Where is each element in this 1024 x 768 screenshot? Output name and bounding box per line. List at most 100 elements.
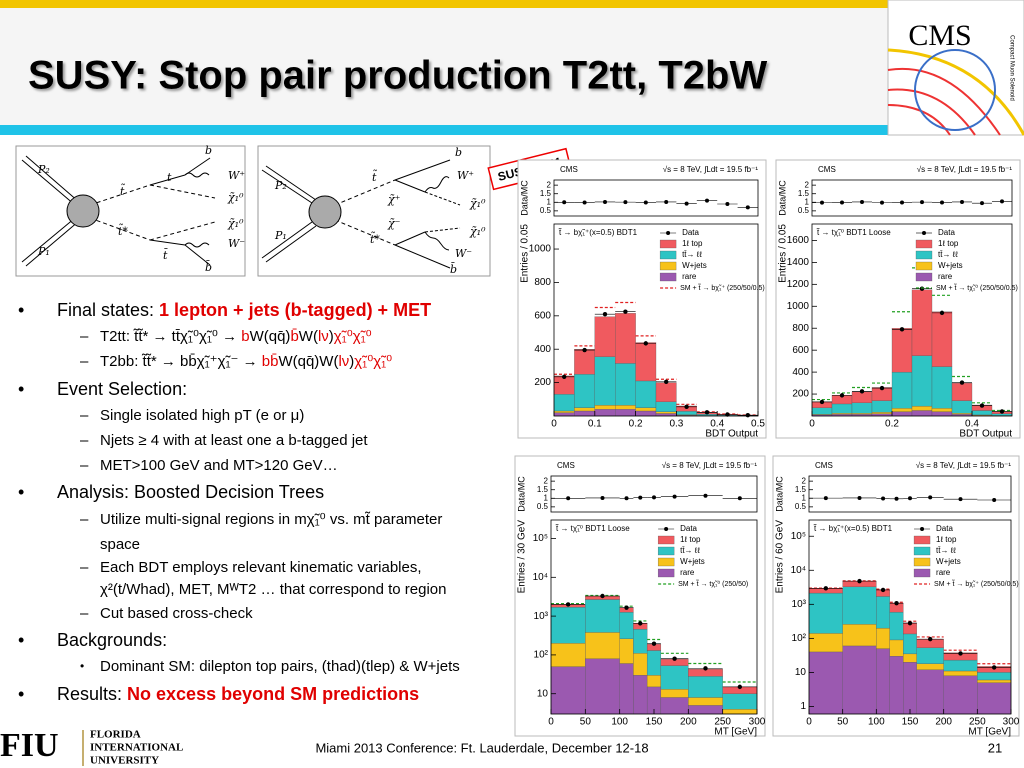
bullet-marker: • [80,659,84,673]
stack-segment [594,409,616,417]
stack-segment [911,405,933,411]
legend-label: rare [938,272,953,281]
data-point [899,327,905,332]
legend-label: W+jets [938,261,963,270]
y-tick-label: 200 [534,377,551,388]
diagram-label: χ̃⁺ [387,193,401,206]
bullet-marker: – [80,407,89,424]
stack-segment [876,627,890,649]
ratio-tick-label: 1.5 [537,485,549,494]
stack-segment [808,651,843,715]
stack-segment [903,662,917,715]
bullet-marker: – [80,353,89,370]
y-tick-label: 10⁵ [533,533,548,544]
diagram-label: χ̃₁⁰ [469,225,486,238]
y-tick-label: 10⁴ [533,572,548,583]
plot: CMS √s = 8 TeV, ∫Ldt = 19.5 fb⁻¹11010²10³… [772,455,1020,738]
stack-segment [594,316,616,357]
legend-label: W+jets [680,557,705,566]
ratio-point [745,205,750,210]
diagram-label: χ̃⁻ [387,217,401,230]
bullet-segment: MET>100 GeV and MT>120 GeV… [100,457,338,474]
ratio-tick-label: 0.5 [537,502,549,511]
stack-segment [615,363,636,406]
x-tick-label: 50 [580,717,592,728]
legend-swatch [913,535,931,545]
stack-segment [977,679,1012,683]
stack-segment [889,611,904,641]
ratio-point [600,495,605,500]
ratio-axis-label: Data/MC [777,180,787,216]
legend-swatch [915,272,933,282]
bullet-marker: – [80,559,89,576]
bullet-text: Results: No excess beyond SM predictions [57,684,419,704]
stack-segment [660,665,689,690]
x-axis-label: MT [GeV] [968,727,1011,738]
stack-segment [931,311,953,367]
diagram-label: t̄ [163,249,168,262]
ratio-point [894,496,899,501]
ratio-axes [550,475,758,513]
ratio-tick-label: 2 [547,180,552,189]
x-tick-label: 250 [969,717,986,728]
title-band [0,8,888,125]
bullet-segment: T2tt: t̃t̃* → tt̄χ̃₁⁰χ̃₁⁰ → [100,328,241,345]
diagram-label: b̄ [450,263,457,276]
diagram-label: W⁺ [457,169,474,182]
x-tick-label: 300 [1003,717,1020,728]
plot-header: CMS [557,461,575,470]
stack-segment [676,411,697,415]
legend-label: tt̄→ ℓℓ [938,250,958,259]
y-tick-label: 400 [534,344,551,355]
bullet-segment: Utilize multi-signal regions in mχ̃₁⁰ vs… [100,511,442,528]
data-point [907,620,913,626]
x-axis-label: BDT Output [959,429,1012,440]
stack-segment [811,407,833,415]
data-point [745,412,750,418]
stack-segment [831,403,853,414]
ratio-axes [811,179,1013,217]
legend-swatch [657,546,675,556]
stack-segment [951,382,973,401]
data-point [857,578,862,584]
ratio-tick-label: 1.5 [798,189,810,198]
x-tick-label: 0.3 [669,419,683,430]
data-point [737,684,743,690]
diagram-label: χ̃₁⁰ [227,191,244,204]
data-point [565,602,571,607]
legend-swatch [913,557,931,567]
ratio-point [672,494,677,499]
diagram-label: b [205,144,212,157]
data-point [651,641,657,646]
ratio-tick-label: 1 [802,493,807,502]
legend-swatch [659,272,677,282]
ratio-tick-label: 1.5 [795,485,807,494]
bullet-segment: Event Selection: [57,379,187,399]
data-point [979,403,985,408]
plot-header: CMS [560,165,578,174]
ratio-point [652,495,656,500]
y-tick-label: 1600 [787,235,810,246]
data-point [991,665,997,670]
stack-segment [911,289,933,356]
bullet-segment: W( [299,328,318,345]
y-tick-label: 10⁴ [791,565,806,576]
diagram-label: t̃ [372,170,377,184]
cms-logo-text: CMS [908,19,971,52]
stack-segment [574,407,595,412]
diagram-label: t̃* [370,232,380,246]
stack-segment [585,658,620,715]
stack-segment [688,676,723,698]
stack-segment [615,404,636,410]
x-tick-label: 0 [548,717,554,728]
bullet-text: Each BDT employs relevant kinematic vari… [100,559,422,576]
x-tick-label: 0.1 [588,419,602,430]
data-point [958,651,963,656]
plot-header: √s = 8 TeV, ∫Ldt = 19.5 fb⁻¹ [662,461,758,470]
fiu-logo: FIU FLORIDA INTERNATIONAL UNIVERSITY [0,727,183,767]
y-axis-label: Entries / 30 GeV [517,520,528,594]
y-tick-label: 10³ [792,599,807,610]
legend-swatch [659,261,677,271]
data-point [823,586,829,591]
bullet-marker: • [18,482,24,502]
